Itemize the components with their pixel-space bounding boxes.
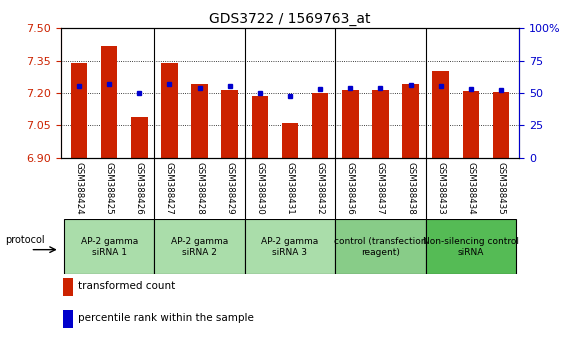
Text: AP-2 gamma
siRNA 2: AP-2 gamma siRNA 2 — [171, 237, 228, 257]
Text: GSM388436: GSM388436 — [346, 162, 355, 215]
Text: GSM388437: GSM388437 — [376, 162, 385, 215]
Bar — [372, 90, 389, 158]
Text: GSM388434: GSM388434 — [466, 162, 476, 215]
Bar — [335, 219, 426, 274]
Text: GSM388426: GSM388426 — [135, 162, 144, 215]
Text: AP-2 gamma
siRNA 1: AP-2 gamma siRNA 1 — [81, 237, 138, 257]
Bar — [312, 93, 328, 158]
Bar — [161, 63, 177, 158]
Text: GSM388427: GSM388427 — [165, 162, 174, 215]
Bar — [493, 92, 509, 158]
Text: percentile rank within the sample: percentile rank within the sample — [78, 313, 254, 323]
Bar — [63, 278, 73, 296]
Bar — [101, 46, 117, 158]
Bar — [64, 219, 154, 274]
Bar — [342, 90, 358, 158]
Bar — [191, 84, 208, 158]
Bar — [222, 90, 238, 158]
Text: GSM388438: GSM388438 — [406, 162, 415, 215]
Bar — [71, 63, 87, 158]
Title: GDS3722 / 1569763_at: GDS3722 / 1569763_at — [209, 12, 371, 26]
Bar — [154, 219, 245, 274]
Bar — [252, 96, 268, 158]
Text: control (transfection
reagent): control (transfection reagent) — [334, 237, 427, 257]
Bar — [63, 310, 73, 328]
Text: GSM388425: GSM388425 — [104, 162, 114, 215]
Bar — [245, 219, 335, 274]
Text: GSM388424: GSM388424 — [74, 162, 84, 215]
Text: protocol: protocol — [5, 235, 45, 245]
Text: GSM388430: GSM388430 — [255, 162, 264, 215]
Text: GSM388429: GSM388429 — [225, 162, 234, 215]
Bar — [426, 219, 516, 274]
Bar — [433, 72, 449, 158]
Text: AP-2 gamma
siRNA 3: AP-2 gamma siRNA 3 — [262, 237, 318, 257]
Bar — [403, 84, 419, 158]
Bar — [463, 91, 479, 158]
Text: Non-silencing control
siRNA: Non-silencing control siRNA — [423, 237, 519, 257]
Text: GSM388428: GSM388428 — [195, 162, 204, 215]
Text: GSM388433: GSM388433 — [436, 162, 445, 215]
Text: GSM388432: GSM388432 — [316, 162, 325, 215]
Bar — [282, 123, 298, 158]
Text: GSM388431: GSM388431 — [285, 162, 295, 215]
Bar — [131, 116, 147, 158]
Text: GSM388435: GSM388435 — [496, 162, 506, 215]
Text: transformed count: transformed count — [78, 281, 176, 291]
